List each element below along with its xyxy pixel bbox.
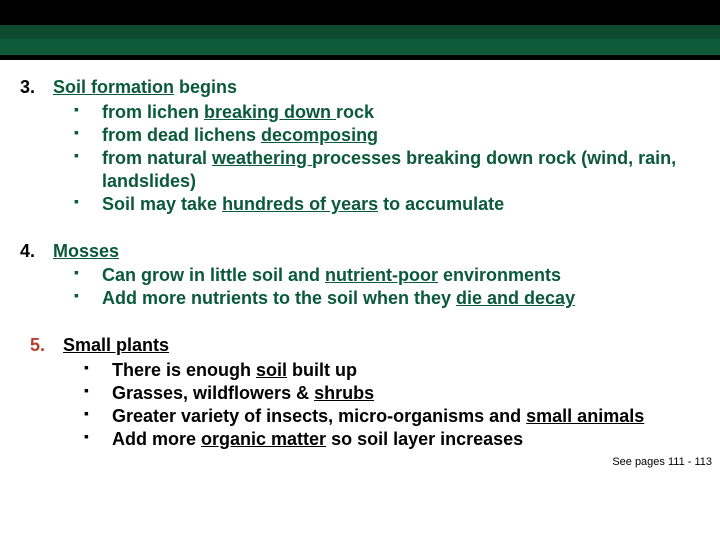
bullet-underline: die and decay <box>456 288 575 308</box>
section-5-title: 5. Small plants <box>30 334 710 357</box>
bullet-text: from lichen <box>102 102 204 122</box>
section-4-number: 4. <box>20 240 48 263</box>
header-stripe-2 <box>0 39 720 55</box>
bullet-text: built up <box>287 360 357 380</box>
bullet-text: Grasses, wildflowers & <box>112 383 314 403</box>
section-4-title: 4. Mosses <box>20 240 710 263</box>
section-5-bullets: There is enough soil built up Grasses, w… <box>84 359 710 451</box>
bullet-text: rock <box>336 102 374 122</box>
list-item: from lichen breaking down rock <box>74 101 710 124</box>
bullet-text: environments <box>438 265 561 285</box>
list-item: Add more organic matter so soil layer in… <box>84 428 710 451</box>
content-area: 3. Soil formation begins from lichen bre… <box>20 76 710 475</box>
section-3: 3. Soil formation begins from lichen bre… <box>20 76 710 216</box>
list-item: Add more nutrients to the soil when they… <box>74 287 710 310</box>
section-3-number: 3. <box>20 76 48 99</box>
list-item: Grasses, wildflowers & shrubs <box>84 382 710 405</box>
bullet-underline: breaking down <box>204 102 336 122</box>
bullet-text: so soil layer increases <box>326 429 523 449</box>
list-item: from natural weathering processes breaki… <box>74 147 710 193</box>
slide: 3. Soil formation begins from lichen bre… <box>0 0 720 540</box>
bullet-text: to accumulate <box>378 194 504 214</box>
section-3-title: 3. Soil formation begins <box>20 76 710 99</box>
bullet-text: Add more <box>112 429 201 449</box>
list-item: from dead lichens decomposing <box>74 124 710 147</box>
list-item: There is enough soil built up <box>84 359 710 382</box>
bullet-text: Add more nutrients to the soil when they <box>102 288 456 308</box>
bullet-text: Soil may take <box>102 194 222 214</box>
section-4-bullets: Can grow in little soil and nutrient-poo… <box>74 264 710 310</box>
footnote: See pages 111 - 113 <box>612 456 712 468</box>
list-item: Can grow in little soil and nutrient-poo… <box>74 264 710 287</box>
list-item: Soil may take hundreds of years to accum… <box>74 193 710 216</box>
bullet-underline: organic matter <box>201 429 326 449</box>
bullet-underline: weathering <box>212 148 312 168</box>
bullet-underline: hundreds of years <box>222 194 378 214</box>
header-stripe-1 <box>0 25 720 39</box>
bullet-text: from natural <box>102 148 212 168</box>
list-item: Greater variety of insects, micro-organi… <box>84 405 710 428</box>
bullet-underline: shrubs <box>314 383 374 403</box>
bullet-underline: small animals <box>526 406 644 426</box>
section-4-title-underline: Mosses <box>53 241 119 261</box>
section-5: 5. Small plants There is enough soil bui… <box>30 334 710 451</box>
bullet-text: from dead lichens <box>102 125 261 145</box>
bullet-underline: soil <box>256 360 287 380</box>
section-4: 4. Mosses Can grow in little soil and nu… <box>20 240 710 311</box>
section-3-bullets: from lichen breaking down rock from dead… <box>74 101 710 216</box>
bullet-text: Can grow in little soil and <box>102 265 325 285</box>
bullet-underline: nutrient-poor <box>325 265 438 285</box>
bullet-text: There is enough <box>112 360 256 380</box>
bullet-underline: decomposing <box>261 125 378 145</box>
bullet-text: Greater variety of insects, micro-organi… <box>112 406 526 426</box>
section-5-title-underline: Small plants <box>63 335 169 355</box>
section-3-title-underline: Soil formation <box>53 77 174 97</box>
section-3-title-rest: begins <box>174 77 237 97</box>
header-band <box>0 0 720 60</box>
section-5-number: 5. <box>30 334 58 357</box>
